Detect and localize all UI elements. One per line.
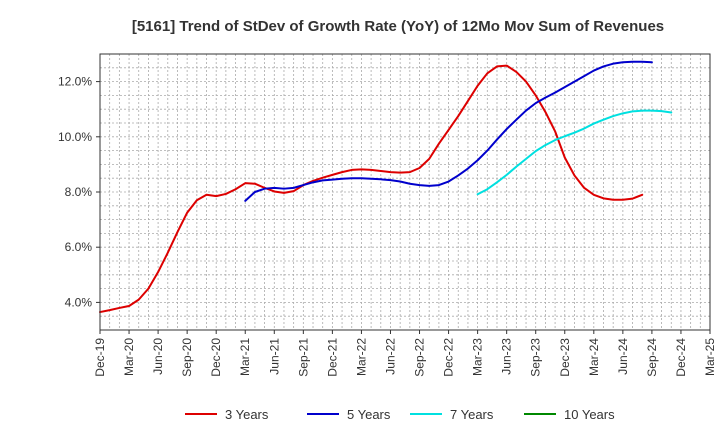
x-tick-label: Mar-24 [587, 338, 601, 376]
y-tick-label: 4.0% [65, 295, 93, 309]
x-tick-label: Mar-22 [354, 338, 368, 376]
legend-label: 3 Years [225, 407, 269, 422]
x-tick-label: Dec-22 [442, 338, 456, 377]
x-tick-label: Dec-19 [93, 338, 107, 377]
x-tick-label: Jun-24 [616, 338, 630, 375]
x-tick-label: Sep-22 [413, 338, 427, 377]
grid [100, 54, 710, 330]
x-tick-label: Dec-21 [325, 338, 339, 377]
y-tick-label: 8.0% [65, 185, 93, 199]
chart-title: [5161] Trend of StDev of Growth Rate (Yo… [132, 18, 664, 35]
x-tick-label: Mar-23 [471, 338, 485, 376]
x-axis-ticks: Dec-19 Mar-20 Jun-20 Sep-20 Dec-20 Mar-21 Jun-… [93, 330, 717, 377]
y-axis-ticks: 4.0% 6.0% 8.0% 10.0% 12.0% [58, 75, 100, 309]
x-tick-label: Jun-20 [151, 338, 165, 375]
x-tick-label: Sep-20 [180, 338, 194, 377]
x-tick-label: Sep-24 [645, 338, 659, 377]
x-tick-label: Dec-20 [209, 338, 223, 377]
x-tick-label: Dec-24 [674, 338, 688, 377]
y-tick-label: 10.0% [58, 130, 92, 144]
x-tick-label: Jun-23 [500, 338, 514, 375]
x-tick-label: Mar-21 [238, 338, 252, 376]
x-tick-label: Mar-20 [122, 338, 136, 376]
x-tick-label: Sep-23 [529, 338, 543, 377]
x-tick-label: Sep-21 [296, 338, 310, 377]
series-lines [99, 60, 673, 314]
legend-label: 10 Years [564, 407, 615, 422]
x-tick-label: Jun-22 [383, 338, 397, 375]
x-tick-label: Jun-21 [267, 338, 281, 375]
legend-label: 7 Years [450, 407, 494, 422]
legend: 3 Years 5 Years 7 Years 10 Years [185, 407, 615, 422]
series-line-3-years [99, 64, 644, 314]
y-tick-label: 12.0% [58, 75, 92, 89]
series-line-5-years [244, 60, 653, 202]
series-line-7-years [476, 109, 673, 196]
x-tick-label: Mar-25 [703, 338, 717, 376]
x-tick-label: Dec-23 [558, 338, 572, 377]
legend-label: 5 Years [347, 407, 391, 422]
y-tick-label: 6.0% [65, 240, 93, 254]
